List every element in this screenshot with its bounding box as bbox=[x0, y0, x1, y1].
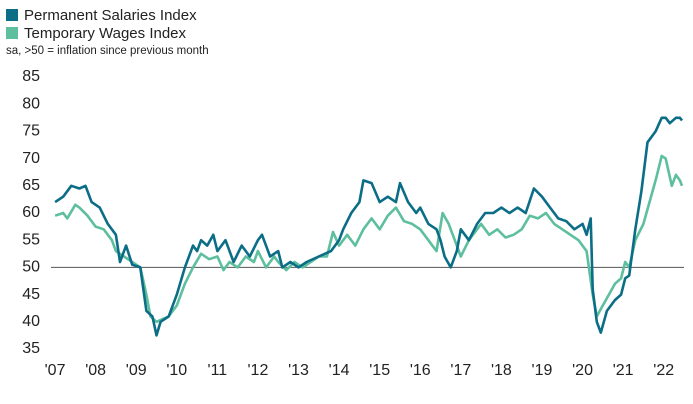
y-tick-label: 70 bbox=[22, 150, 40, 167]
legend-swatch bbox=[6, 9, 18, 21]
x-tick-label: '10 bbox=[166, 362, 187, 379]
line-series bbox=[54, 154, 684, 324]
x-tick-label: '08 bbox=[85, 362, 106, 379]
x-tick-label: '07 bbox=[45, 362, 66, 379]
x-tick-label: '22 bbox=[653, 362, 674, 379]
x-tick-label: '21 bbox=[613, 362, 634, 379]
x-tick-label: '19 bbox=[532, 362, 553, 379]
x-tick-label: '11 bbox=[208, 362, 228, 379]
y-tick-label: 40 bbox=[22, 313, 40, 330]
x-tick-label: '09 bbox=[126, 362, 147, 379]
y-tick-label: 75 bbox=[22, 123, 40, 140]
y-tick-label: 65 bbox=[22, 177, 40, 194]
legend-label: Permanent Salaries Index bbox=[24, 7, 197, 24]
x-tick-label: '13 bbox=[288, 362, 309, 379]
x-tick-label: '16 bbox=[410, 362, 431, 379]
x-tick-label: '18 bbox=[491, 362, 512, 379]
x-tick-label: '17 bbox=[450, 362, 471, 379]
legend-label: Temporary Wages Index bbox=[24, 25, 187, 42]
x-tick-label: '15 bbox=[369, 362, 390, 379]
chart-subtitle: sa, >50 = inflation since previous month bbox=[6, 45, 209, 57]
x-tick-label: '14 bbox=[329, 362, 350, 379]
y-tick-label: 45 bbox=[22, 286, 40, 303]
legend-swatch bbox=[6, 27, 18, 39]
x-tick-label: '12 bbox=[248, 362, 269, 379]
x-tick-label: '20 bbox=[572, 362, 593, 379]
y-tick-label: 85 bbox=[22, 68, 40, 85]
y-tick-label: 50 bbox=[22, 259, 40, 276]
y-tick-label: 55 bbox=[22, 231, 40, 248]
y-tick-label: 80 bbox=[22, 95, 40, 112]
y-tick-label: 35 bbox=[22, 340, 40, 357]
line-series bbox=[54, 116, 684, 337]
y-tick-label: 60 bbox=[22, 204, 40, 221]
